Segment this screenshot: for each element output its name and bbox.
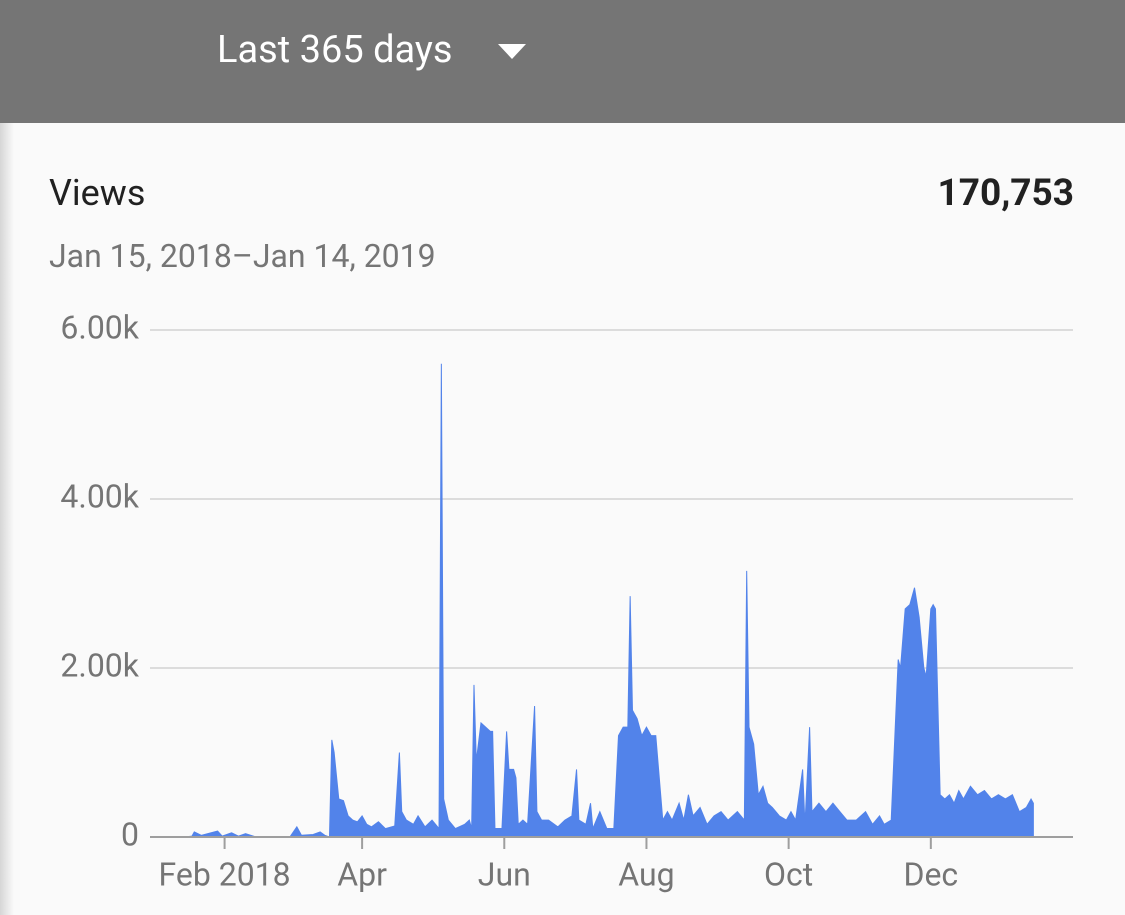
top-bar: Last 365 days [0, 0, 1125, 123]
x-tick-label: Oct [764, 855, 813, 893]
edge-shadow [0, 123, 14, 915]
range-selector[interactable]: Last 365 days [217, 28, 453, 72]
metric-total: 170,753 [937, 172, 1074, 215]
date-range: Jan 15, 2018–Jan 14, 2019 [49, 237, 436, 275]
y-tick-label: 2.00k [60, 646, 139, 684]
x-tick-label: Dec [903, 855, 958, 893]
y-tick-label: 6.00k [60, 308, 139, 346]
x-tick-label: Jun [478, 855, 531, 893]
area [184, 363, 1034, 838]
x-tick-label: Apr [337, 855, 387, 893]
metric-title: Views [49, 172, 146, 214]
dropdown-caret[interactable] [498, 44, 526, 60]
x-tick-label: Feb 2018 [158, 855, 290, 893]
y-tick-label: 4.00k [60, 477, 139, 515]
x-tick-label: Aug [618, 855, 674, 893]
y-tick-label: 0 [121, 815, 139, 853]
